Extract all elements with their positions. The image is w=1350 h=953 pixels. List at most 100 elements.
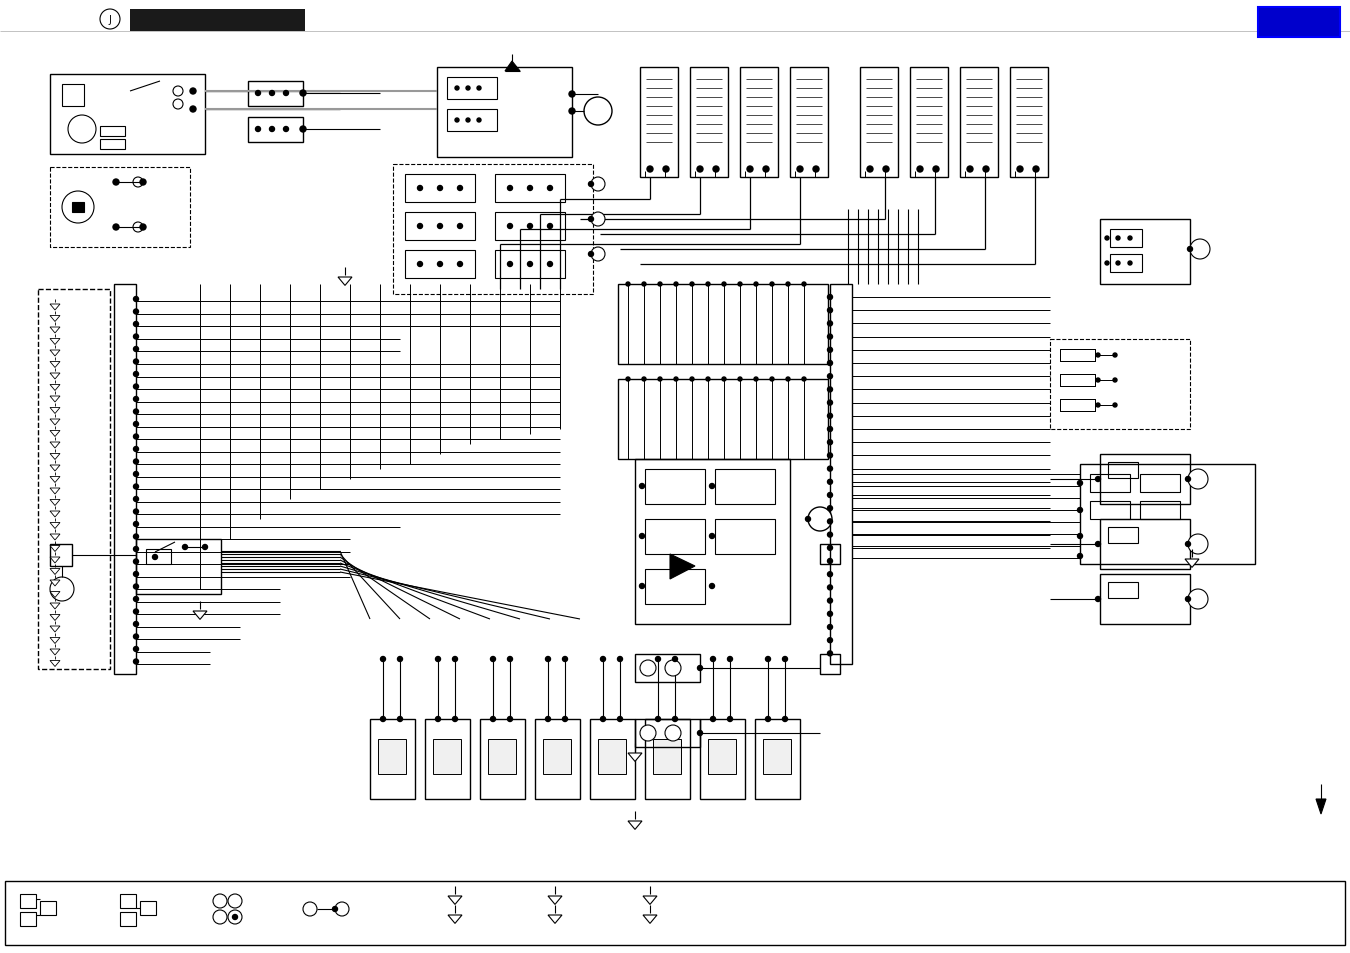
Circle shape — [589, 182, 594, 188]
Circle shape — [828, 400, 833, 406]
Circle shape — [589, 217, 594, 222]
Circle shape — [722, 377, 726, 381]
Circle shape — [828, 506, 833, 511]
Circle shape — [528, 186, 532, 192]
Bar — [495, 213, 566, 241]
Polygon shape — [50, 351, 59, 356]
Circle shape — [1188, 247, 1192, 253]
Circle shape — [134, 510, 139, 515]
Bar — [130, 10, 305, 32]
Bar — [1060, 399, 1095, 412]
Circle shape — [713, 167, 720, 172]
Text: J: J — [108, 15, 112, 25]
Polygon shape — [50, 638, 59, 644]
Polygon shape — [50, 523, 59, 529]
Circle shape — [828, 533, 833, 537]
Bar — [20, 912, 36, 926]
Circle shape — [1185, 542, 1191, 547]
Polygon shape — [50, 615, 59, 620]
Circle shape — [769, 283, 774, 287]
Circle shape — [1077, 481, 1083, 486]
Bar — [634, 459, 790, 624]
Circle shape — [769, 377, 774, 381]
Polygon shape — [50, 512, 59, 517]
Bar — [1050, 339, 1189, 430]
Bar — [50, 75, 205, 154]
Circle shape — [302, 902, 317, 916]
Polygon shape — [50, 626, 59, 633]
Circle shape — [1077, 554, 1083, 558]
Bar — [481, 720, 525, 800]
Bar — [819, 544, 840, 564]
Circle shape — [828, 598, 833, 603]
Circle shape — [173, 87, 184, 97]
Circle shape — [690, 283, 694, 287]
Polygon shape — [50, 442, 59, 449]
Circle shape — [134, 484, 139, 490]
Circle shape — [568, 109, 575, 115]
Circle shape — [1095, 477, 1100, 482]
Circle shape — [828, 309, 833, 314]
Circle shape — [1116, 262, 1120, 266]
Bar — [790, 68, 828, 178]
Circle shape — [140, 225, 146, 231]
Circle shape — [190, 107, 196, 112]
Circle shape — [113, 180, 119, 186]
Polygon shape — [505, 62, 520, 71]
Polygon shape — [50, 603, 59, 609]
Circle shape — [589, 253, 594, 257]
Circle shape — [134, 359, 139, 365]
Circle shape — [710, 717, 716, 721]
Bar — [618, 379, 828, 459]
Polygon shape — [50, 408, 59, 414]
Circle shape — [1188, 470, 1208, 490]
Circle shape — [828, 519, 833, 524]
Circle shape — [617, 717, 622, 721]
Circle shape — [806, 517, 810, 522]
Polygon shape — [628, 753, 643, 761]
Circle shape — [270, 91, 274, 96]
Circle shape — [332, 906, 338, 911]
Circle shape — [755, 377, 757, 381]
Bar — [645, 519, 705, 555]
Bar — [140, 901, 157, 915]
Bar — [755, 720, 801, 800]
Circle shape — [967, 167, 973, 172]
Circle shape — [643, 377, 647, 381]
Bar — [543, 740, 571, 774]
Circle shape — [1185, 477, 1191, 482]
Circle shape — [190, 89, 196, 95]
Circle shape — [381, 717, 386, 721]
Circle shape — [1189, 240, 1210, 260]
Polygon shape — [50, 374, 59, 379]
Circle shape — [134, 547, 139, 552]
Circle shape — [640, 725, 656, 741]
Circle shape — [437, 224, 443, 230]
Circle shape — [508, 224, 513, 230]
Circle shape — [455, 119, 459, 123]
Circle shape — [134, 522, 139, 527]
Bar — [393, 165, 593, 294]
Circle shape — [134, 223, 143, 233]
Bar — [447, 78, 497, 100]
Circle shape — [397, 717, 402, 721]
Circle shape — [1096, 378, 1100, 382]
Circle shape — [1112, 378, 1116, 382]
Bar — [1139, 501, 1180, 519]
Circle shape — [134, 447, 139, 452]
Polygon shape — [670, 555, 695, 579]
Circle shape — [706, 377, 710, 381]
Bar — [618, 285, 828, 365]
Circle shape — [134, 397, 139, 402]
Circle shape — [213, 910, 227, 924]
Circle shape — [134, 347, 139, 352]
Bar — [248, 82, 302, 107]
Circle shape — [548, 224, 552, 230]
Polygon shape — [50, 339, 59, 345]
Circle shape — [591, 248, 605, 262]
Circle shape — [134, 535, 139, 539]
Circle shape — [1188, 589, 1208, 609]
Circle shape — [657, 377, 661, 381]
Circle shape — [883, 167, 890, 172]
Circle shape — [1077, 508, 1083, 513]
